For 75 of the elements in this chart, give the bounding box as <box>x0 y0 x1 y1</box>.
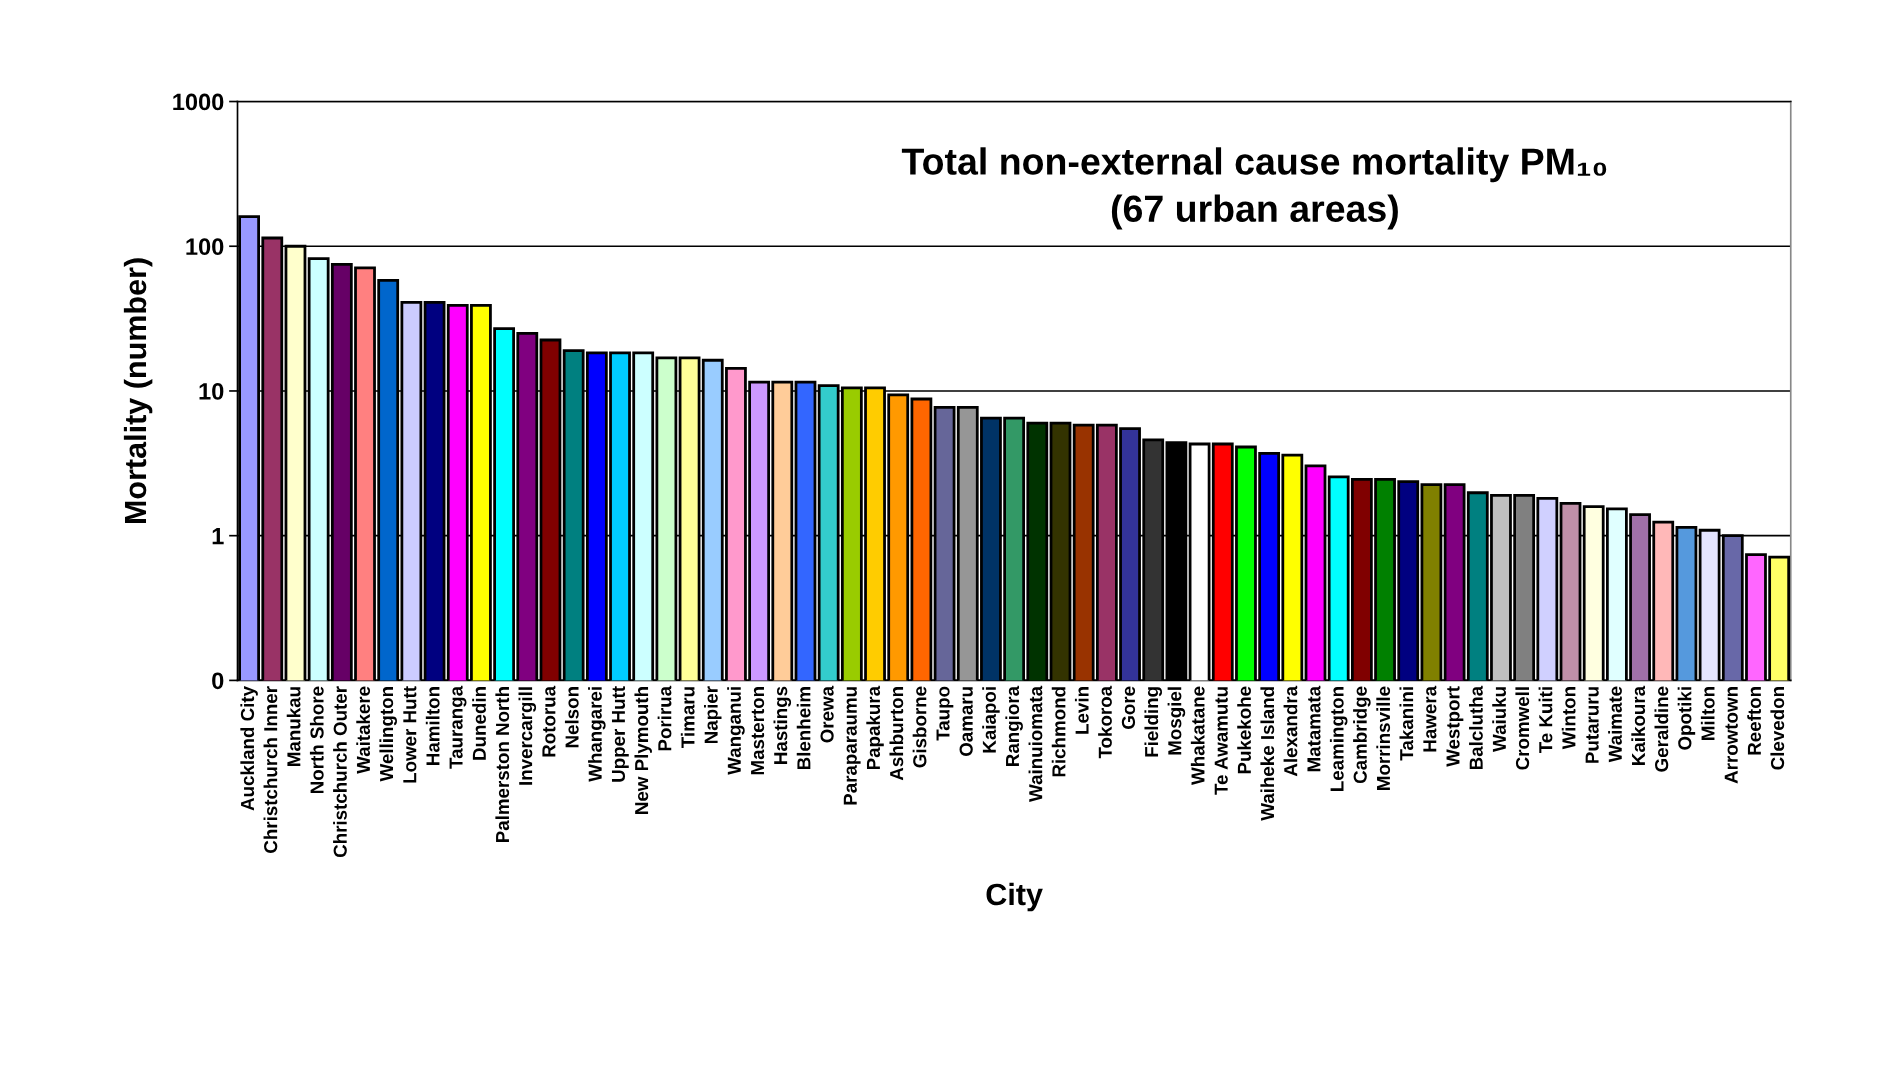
x-tick-label: Oamaru <box>959 687 973 757</box>
x-tick-label: Cromwell <box>1515 687 1530 770</box>
x-tick-label: Paraparaumu <box>843 687 861 805</box>
x-tick-label: Reefton <box>1747 687 1762 755</box>
x-tick-label: Morrinsville <box>1376 686 1391 790</box>
x-tick-label: Nelson <box>564 687 579 748</box>
x-axis-title: City <box>986 882 1043 912</box>
x-tick-label: Porirua <box>657 685 672 751</box>
x-tick-label: Blenheim <box>796 687 811 770</box>
x-tick-label: Auckland City <box>240 686 258 811</box>
x-tick-label: Lower Hutt <box>403 686 417 783</box>
x-tick-label: Gisborne <box>912 686 927 768</box>
x-tick-label: Winton <box>1561 687 1576 750</box>
x-tick-label: North Shore <box>309 686 324 794</box>
x-tick-label: Dunedin <box>472 687 486 760</box>
x-tick-label: Hawera <box>1423 685 1437 752</box>
x-tick-label: Tokoroa <box>1098 685 1112 759</box>
x-tick-label: Matamata <box>1307 685 1321 772</box>
x-tick-label: Clevedon <box>1770 687 1785 770</box>
x-tick-label: Wanganui <box>727 687 745 775</box>
x-tick-label: Palmerston North <box>495 687 510 843</box>
x-tick-label: Leamington <box>1329 687 1348 791</box>
y-tick-label: 1000 <box>173 93 224 111</box>
y-axis-title: Mortality (number) <box>123 258 153 524</box>
x-tick-label: Whakatane <box>1190 686 1205 785</box>
x-tick-label: Waiheke Island <box>1260 687 1275 821</box>
x-tick-label: Ashburton <box>889 687 904 781</box>
x-tick-label: Kaiapoi <box>982 687 1000 753</box>
x-tick-label: Orewa <box>820 685 834 743</box>
x-tick-label: Pukekohe <box>1237 686 1251 774</box>
y-tick-label: 10 <box>199 383 224 400</box>
y-tick-label: 0 <box>212 672 224 690</box>
x-tick-label: Milton <box>1700 687 1715 740</box>
x-tick-label: Levin <box>1074 687 1089 734</box>
x-tick-label: Taupo <box>936 686 954 741</box>
x-tick-label: Fielding <box>1144 687 1163 757</box>
x-tick-label: Waiuku <box>1492 687 1506 752</box>
x-tick-label: Cambridge <box>1353 686 1371 784</box>
x-tick-label: Rotorua <box>542 685 556 757</box>
x-tick-label: Waitakere <box>356 686 371 774</box>
x-tick-label: Whangarei <box>588 687 606 782</box>
x-tick-label: Westport <box>1446 686 1464 767</box>
x-tick-label: Kaikoura <box>1631 685 1646 765</box>
x-tick-label: Timaru <box>680 687 695 748</box>
x-tick-label: Gore <box>1121 686 1136 729</box>
x-tick-label: Napier <box>704 686 722 744</box>
x-tick-label: Masterton <box>751 687 765 775</box>
x-tick-label: Invercargill <box>518 687 537 785</box>
x-tick-label: New Plymouth <box>634 687 652 814</box>
x-tick-label: Rangiora <box>1005 685 1023 766</box>
x-tick-label: Papakura <box>866 685 884 770</box>
x-tick-label: Richmond <box>1051 687 1066 777</box>
x-tick-label: Te Kuiti <box>1538 687 1553 754</box>
x-tick-label: Alexandra <box>1283 685 1298 777</box>
x-tick-label: Waimate <box>1608 686 1622 763</box>
x-tick-label: Geraldine <box>1654 686 1669 772</box>
x-tick-label: Hamilton <box>425 687 440 765</box>
text: Total non-external cause mortality PM₁₀ (67 urban areas) <box>901 147 1607 230</box>
x-tick-label: Upper Hutt <box>611 686 629 782</box>
x-tick-label: Manukau <box>286 687 301 766</box>
x-tick-label: Te Awamutu <box>1214 687 1228 795</box>
x-tick-label: Wellington <box>379 687 397 782</box>
x-tick-label: Tauranga <box>449 685 467 769</box>
x-tick-label: Mosgiel <box>1167 687 1186 755</box>
x-tick-label: Putaruru <box>1585 687 1599 763</box>
x-tick-label: Balclutha <box>1469 685 1483 770</box>
x-tick-label: Opotiki <box>1677 687 1696 750</box>
y-tick-label: 1 <box>212 527 224 545</box>
x-tick-label: Christchurch Inner <box>263 686 278 853</box>
x-tick-label: Takanini <box>1399 687 1414 761</box>
x-tick-label: Arrowtown <box>1724 687 1738 784</box>
x-tick-label: Hastings <box>773 686 792 764</box>
x-tick-label: Wainuiomata <box>1028 685 1043 802</box>
x-tick-label: Christchurch Outer <box>333 686 347 858</box>
y-tick-label: 100 <box>186 238 224 256</box>
